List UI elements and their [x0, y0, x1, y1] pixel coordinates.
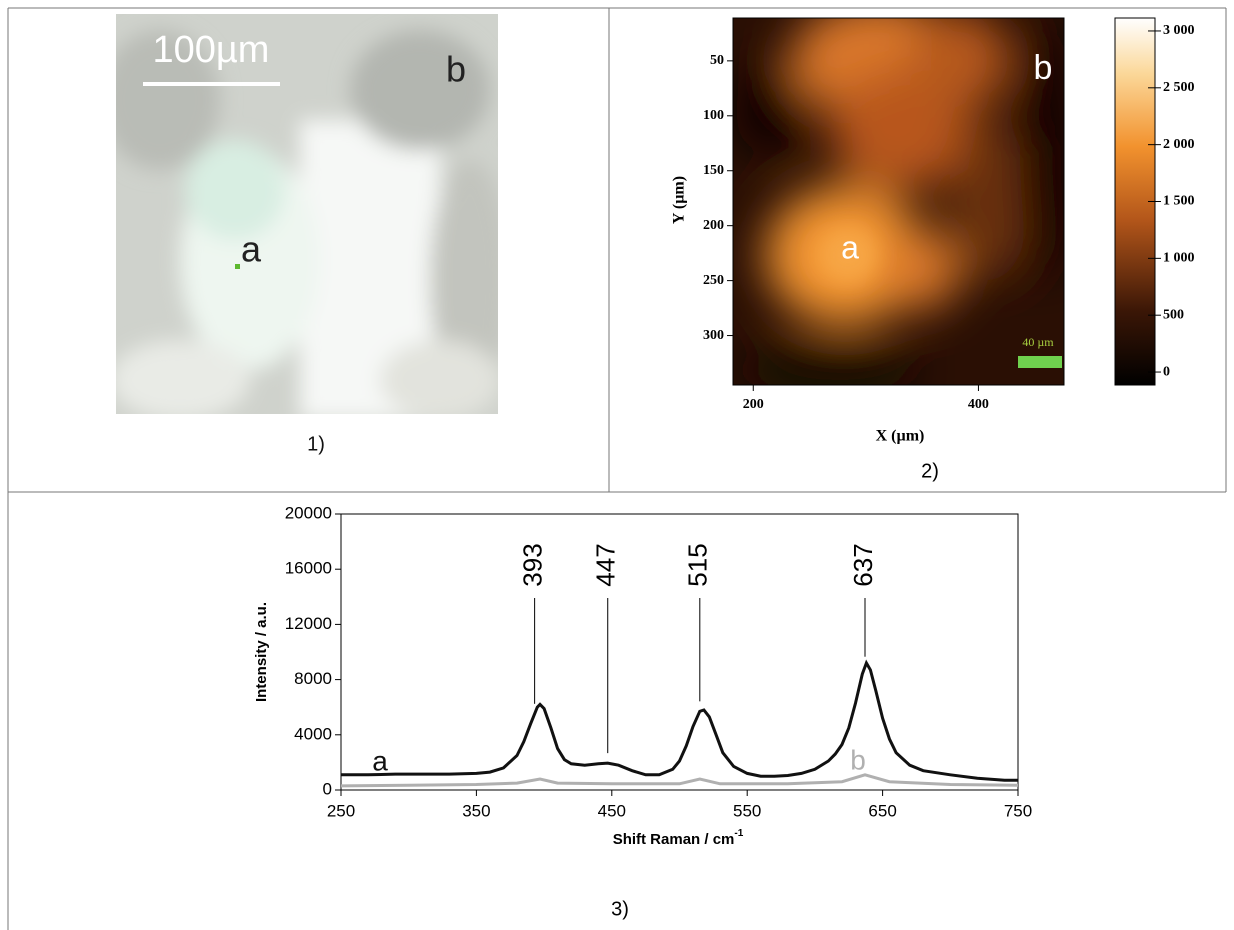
y-tick-label: 150 — [703, 163, 724, 178]
point-label: a — [841, 229, 859, 265]
x-tick-label: 450 — [598, 801, 626, 820]
x-axis-label: Shift Raman / cm-1 — [613, 828, 744, 848]
y-tick-label: 8000 — [294, 669, 332, 688]
y-tick-label: 12000 — [285, 614, 332, 633]
peak-label: 393 — [517, 543, 547, 586]
scale-label: 100µm — [153, 29, 270, 71]
x-tick-label: 350 — [462, 801, 490, 820]
colorbar-tick-label: 1 500 — [1163, 194, 1195, 209]
y-tick-label: 250 — [703, 273, 724, 288]
plot-frame — [340, 513, 1019, 791]
y-axis-label: Y (µm) — [671, 176, 688, 224]
series-line — [340, 773, 1019, 788]
y-tick-label: 300 — [703, 328, 724, 343]
x-tick-label: 750 — [1004, 801, 1032, 820]
peak-label: 515 — [683, 543, 713, 586]
x-axis-label-text: Shift Raman / cm — [613, 831, 735, 848]
photo-texture — [116, 30, 498, 414]
peak-label: 447 — [591, 543, 621, 586]
colorbar-tick-label: 0 — [1163, 364, 1170, 379]
corner-label: b — [1034, 49, 1053, 87]
corner-label: b — [446, 49, 466, 90]
colorbar-tick-label: 2 000 — [1163, 137, 1195, 152]
y-tick-label: 4000 — [294, 724, 332, 743]
y-axis-label: Intensity / a.u. — [253, 602, 270, 702]
y-tick-label: 100 — [703, 108, 724, 123]
peak-label: 637 — [848, 543, 878, 586]
colorbar-tick-label: 2 500 — [1163, 80, 1195, 95]
caption: 1) — [307, 433, 325, 455]
y-tick-label: 0 — [323, 779, 332, 798]
colorbar-tick-label: 1 000 — [1163, 251, 1195, 266]
y-tick-label: 20000 — [285, 503, 332, 522]
point-marker — [235, 264, 240, 269]
colorbar-tick-label: 500 — [1163, 307, 1184, 322]
x-tick-label: 400 — [968, 397, 989, 412]
x-axis-label-sup: -1 — [734, 828, 743, 839]
x-tick-label: 200 — [743, 397, 764, 412]
x-tick-label: 550 — [733, 801, 761, 820]
point-label: a — [241, 229, 262, 270]
table-frame — [7, 7, 1227, 930]
caption: 2) — [921, 460, 939, 482]
series-line — [341, 659, 1018, 782]
heatmap-image — [733, 18, 1064, 385]
x-axis-label: X (µm) — [876, 428, 925, 445]
scale-bar — [1018, 356, 1062, 368]
colorbar-tick-label: 3 000 — [1163, 23, 1195, 38]
x-tick-label: 250 — [327, 801, 355, 820]
y-tick-label: 16000 — [285, 559, 332, 578]
series-label: b — [850, 744, 866, 775]
heatmap-frame — [732, 17, 1065, 386]
x-tick-label: 650 — [868, 801, 896, 820]
y-tick-label: 50 — [710, 53, 724, 68]
photo — [116, 14, 498, 414]
scale-label: 40 µm — [1022, 335, 1054, 349]
y-tick-label: 200 — [703, 218, 724, 233]
series-label: a — [372, 745, 388, 776]
caption: 3) — [611, 898, 629, 920]
